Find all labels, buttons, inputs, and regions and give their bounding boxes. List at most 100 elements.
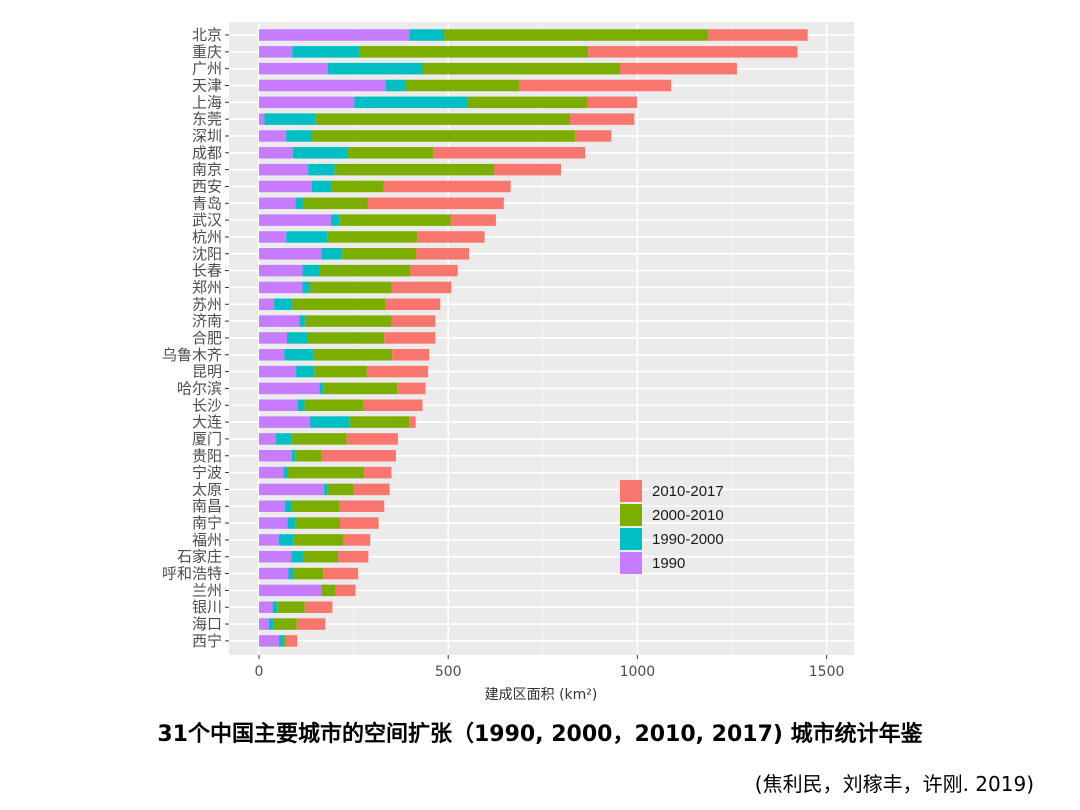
bar-segment: [304, 399, 364, 412]
bar-segment: [321, 450, 396, 462]
bar-segment: [346, 433, 398, 445]
bar-segment: [259, 450, 292, 462]
y-tick-label: 苏州: [192, 295, 222, 313]
bar-segment: [311, 130, 576, 142]
bar-segment: [276, 433, 292, 445]
bar-segment: [314, 365, 367, 378]
bar-segment: [304, 601, 333, 613]
bar-segment: [366, 365, 429, 378]
bar-segment: [297, 399, 305, 412]
bar-segment: [433, 147, 586, 159]
bar-segment: [293, 534, 344, 546]
legend-key: [620, 528, 642, 550]
bar-segment: [587, 96, 638, 109]
figure-caption: 31个中国主要城市的空间扩张（1990, 2000，2010, 2017) 城市…: [157, 722, 923, 747]
x-tick-label: 1500: [809, 664, 845, 680]
bar-segment: [450, 214, 496, 226]
bar-segment: [358, 46, 589, 58]
bar-segment: [259, 248, 322, 260]
bar-segment: [292, 298, 386, 311]
bar-segment: [311, 180, 331, 193]
bar-segment: [353, 483, 390, 496]
legend-label: 1990: [652, 555, 685, 572]
bar-segment: [354, 96, 468, 109]
bar-segment: [285, 635, 298, 647]
y-tick-label: 广州: [192, 60, 222, 78]
bar-segment: [708, 29, 808, 41]
bar-segment: [288, 567, 294, 580]
bar-segment: [339, 500, 385, 512]
bar-segment: [268, 618, 274, 630]
bar-segment: [259, 96, 355, 109]
bar-segment: [292, 147, 348, 159]
bar-segment: [338, 550, 369, 563]
bar-segment: [588, 46, 798, 58]
bar-segment: [302, 197, 368, 210]
bar-segment: [494, 163, 561, 176]
bar-segment: [259, 298, 275, 311]
bar-segment: [291, 433, 347, 445]
legend-label: 2000-2010: [652, 507, 724, 524]
x-axis-labels: 0 500 1000 1500: [255, 655, 845, 680]
bar-segment: [259, 466, 284, 479]
bar-segment: [409, 29, 445, 41]
bar-segment: [392, 349, 430, 361]
y-tick-label: 海口: [192, 615, 222, 633]
bar-segment: [259, 500, 285, 512]
x-tick-label: 0: [255, 664, 264, 680]
bar-segment: [304, 315, 392, 327]
bar-segment: [327, 483, 354, 496]
bar-segment: [315, 113, 571, 125]
y-tick-label: 大连: [192, 413, 222, 431]
bar-segment: [259, 382, 320, 395]
bar-segment: [259, 79, 386, 92]
bar-segment: [313, 349, 393, 361]
bar-segment: [339, 517, 379, 529]
bar-segment: [295, 450, 322, 462]
y-tick-label: 银川: [192, 598, 222, 616]
bar-segment: [384, 332, 436, 344]
bar-segment: [259, 550, 292, 563]
bar-segment: [444, 29, 709, 41]
bar-segment: [410, 264, 458, 277]
bar-segment: [383, 180, 511, 193]
bar-segment: [273, 618, 297, 630]
bar-segment: [259, 147, 293, 159]
bar-segment: [302, 550, 339, 563]
y-tick-label: 兰州: [192, 581, 222, 599]
bar-segment: [291, 550, 303, 563]
y-tick-label: 上海: [192, 93, 222, 111]
bar-segment: [286, 231, 328, 243]
bar-segment: [397, 382, 426, 395]
bar-segment: [363, 399, 423, 412]
y-tick-label: 合肥: [192, 329, 222, 347]
y-tick-label: 济南: [192, 312, 222, 330]
y-tick-label: 南京: [192, 161, 222, 179]
bar-segment: [259, 601, 273, 613]
bar-segment: [259, 46, 293, 58]
bar-segment: [292, 46, 359, 58]
bar-segment: [323, 567, 359, 580]
bar-segment: [330, 214, 340, 226]
bar-segment: [417, 231, 485, 243]
bars: [259, 29, 808, 647]
y-tick-label: 南昌: [192, 497, 222, 515]
y-tick-label: 成都: [192, 144, 222, 162]
bar-segment: [324, 483, 328, 496]
bar-segment: [347, 147, 434, 159]
legend-key: [620, 504, 642, 526]
bar-segment: [342, 248, 417, 260]
y-tick-label: 厦门: [192, 430, 222, 448]
bar-segment: [310, 416, 350, 428]
bar-segment: [343, 534, 371, 546]
y-tick-label: 太原: [192, 480, 222, 498]
y-tick-label: 青岛: [192, 194, 222, 212]
bar-segment: [291, 500, 340, 512]
y-tick-label: 哈尔滨: [177, 379, 222, 397]
y-tick-label: 贵阳: [192, 447, 222, 465]
bar-segment: [391, 281, 452, 294]
bar-segment: [284, 349, 314, 361]
legend-key: [620, 480, 642, 502]
bar-segment: [295, 517, 340, 529]
bar-segment: [296, 618, 326, 630]
